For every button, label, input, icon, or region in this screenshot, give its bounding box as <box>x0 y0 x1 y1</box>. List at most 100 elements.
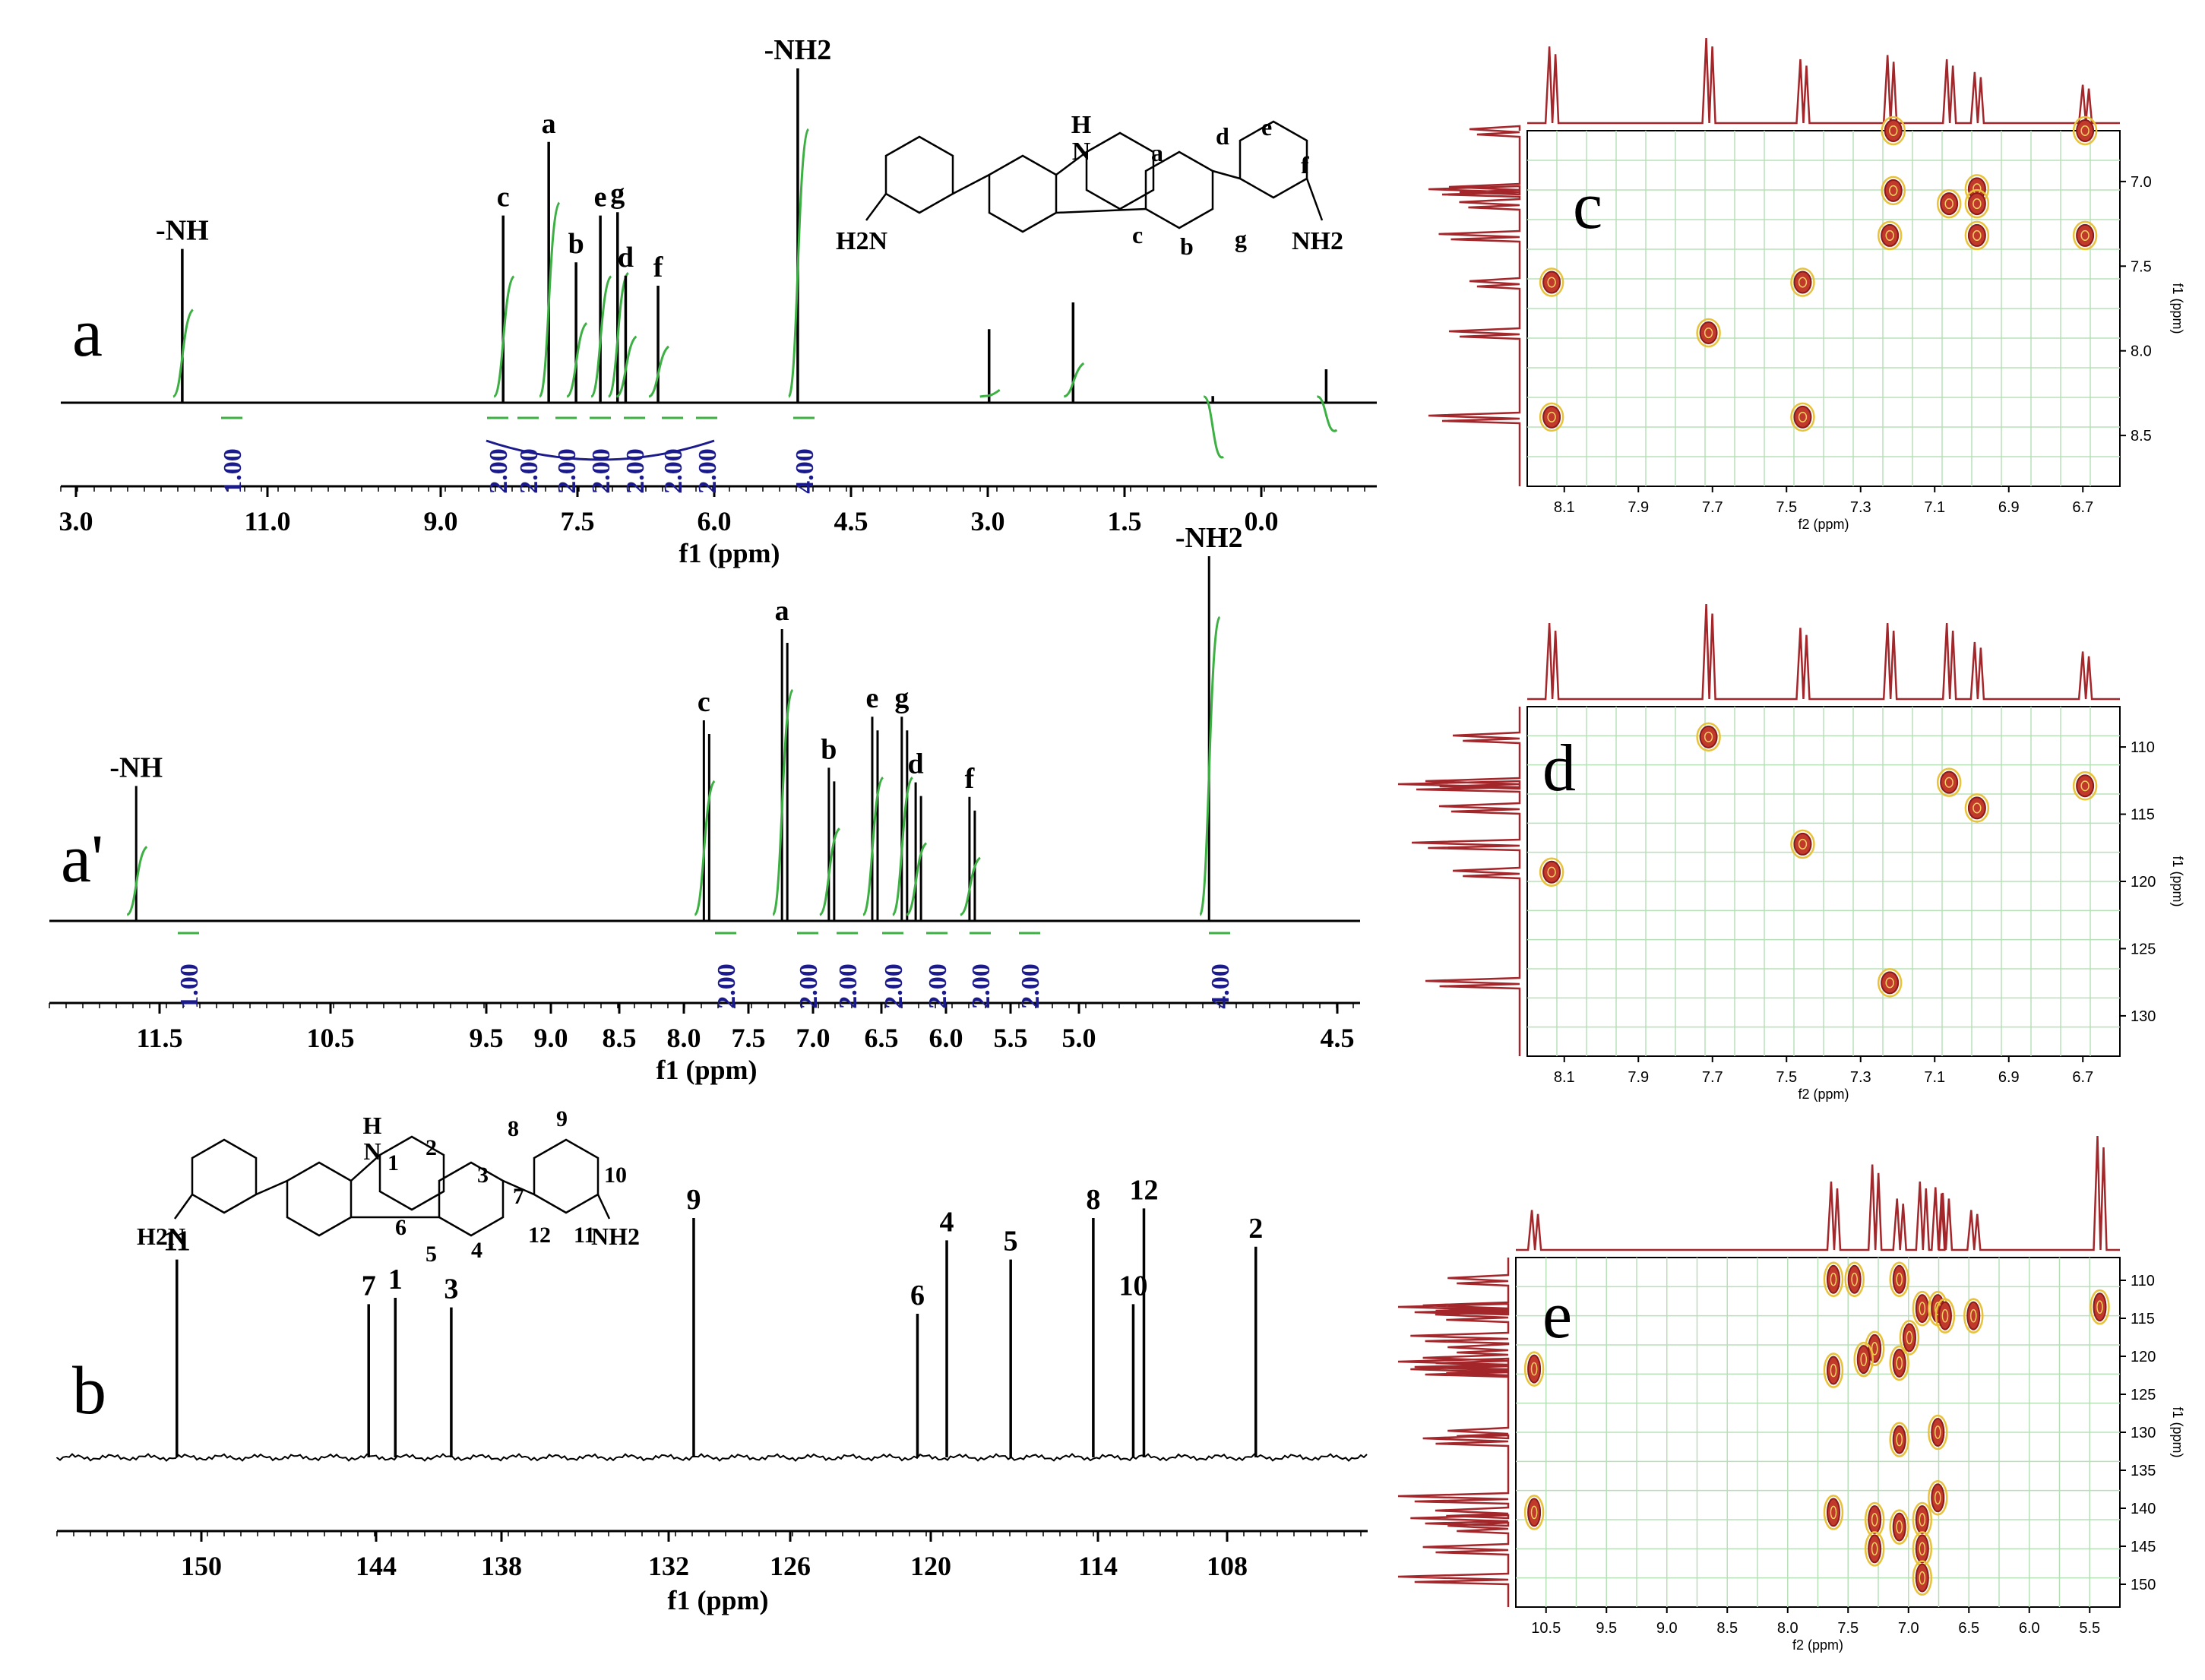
b-tick-label: 114 <box>1078 1551 1118 1581</box>
a-integral-curve <box>979 388 1001 398</box>
e-x-tick-label: 8.5 <box>1716 1620 1738 1637</box>
a-prime-peak-label: e <box>866 682 879 714</box>
c-x-tick-label: 8.1 <box>1554 499 1575 516</box>
mol-top-bond-1 <box>952 173 990 195</box>
c-top-projection <box>1527 37 2120 125</box>
panel-a-prime-label: a' <box>61 821 103 897</box>
mol-bot-amine-left: H2N <box>137 1223 185 1250</box>
mol-bot-ring-2 <box>286 1161 353 1237</box>
mol-top-amine-right: NH2 <box>1292 227 1343 255</box>
panel-a-prime-peaks: -NH c a be g d f -NH2 <box>109 522 1243 921</box>
e-crosspeak <box>1935 1298 1956 1334</box>
e-x-tick-label: 6.5 <box>1958 1620 1979 1637</box>
panel-a-prime-spectrum: a' 11.5 10.5 9.5 9.0 8.5 8.0 7.5 7.0 6.5 6.0 5.5 5.… <box>49 522 1360 1085</box>
a-prime-integral-value: 2.00 <box>1017 963 1045 1009</box>
c-x-tick-label: 7.1 <box>1924 499 1945 516</box>
a-integral-value: 2.00 <box>622 448 650 494</box>
mol-top-bond-4 <box>1212 169 1241 180</box>
c-crosspeak <box>1696 318 1721 348</box>
a-prime-integral-curve <box>862 776 884 916</box>
mol-top-label-c: c <box>1132 221 1143 248</box>
d-top-projection <box>1527 603 2120 701</box>
c-crosspeak <box>1877 220 1903 251</box>
c-crosspeak <box>1881 176 1906 206</box>
a-prime-integral-curve <box>891 776 914 916</box>
d-x-label: f2 (ppm) <box>1798 1087 1849 1102</box>
mol-bot-bond-6 <box>596 1194 611 1220</box>
mol-top-label-f: f <box>1301 151 1309 179</box>
a-prime-integral-value: 2.00 <box>967 963 995 1009</box>
b-tick-label: 150 <box>181 1551 222 1581</box>
c-crosspeak <box>2072 220 2098 251</box>
e-y-tick-label: 115 <box>2131 1311 2155 1327</box>
a-tick-label: 4.5 <box>834 506 868 536</box>
a-prime-tick-label: 6.5 <box>865 1023 899 1053</box>
e-crosspeak <box>1523 1351 1545 1387</box>
c-x-tick-label: 6.7 <box>2072 499 2093 516</box>
mol-top-label-b: b <box>1180 233 1194 260</box>
b-peak-label: 3 <box>444 1273 458 1305</box>
a-prime-integral-value: 2.00 <box>795 963 823 1009</box>
mol-top-ring-1 <box>884 135 954 214</box>
e-crosspeak <box>1889 1261 1909 1297</box>
a-prime-integral-value: 1.00 <box>176 963 204 1009</box>
a-integral-curve <box>787 128 810 398</box>
e-crosspeak <box>1823 1261 1844 1297</box>
c-crosspeak <box>1539 267 1564 297</box>
a-prime-peak-label: f <box>965 763 976 795</box>
e-crosspeak <box>1523 1495 1545 1530</box>
a-integral-curve <box>590 275 612 398</box>
mol-top-bond-2 <box>1055 151 1087 176</box>
a-integral-value: 1.00 <box>219 448 247 494</box>
c-panel-label: c <box>1573 169 1602 243</box>
mol-top-ring-3 <box>1085 131 1155 210</box>
e-x-tick-label: 8.0 <box>1777 1620 1798 1637</box>
panel-a-x-ticks: 3.0 11.0 9.0 7.5 6.0 4.5 3.0 1.5 0.0 <box>59 486 1365 536</box>
c-x-tick-label: 7.7 <box>1702 499 1723 516</box>
b-peak-label: 8 <box>1086 1184 1100 1216</box>
e-crosspeak <box>1864 1531 1885 1567</box>
d-x-tick-label: 7.5 <box>1776 1069 1797 1086</box>
c-y-tick-label: 8.5 <box>2131 428 2152 445</box>
a-prime-integral-curve <box>693 780 716 916</box>
a-integral-value: 2.00 <box>485 448 513 494</box>
e-crosspeak <box>1864 1501 1885 1538</box>
c-crosspeak <box>1539 402 1564 432</box>
a-prime-integral-value: 2.00 <box>713 963 741 1009</box>
mol-bot-h: H <box>363 1112 382 1139</box>
a-tick-label: 1.5 <box>1108 506 1142 536</box>
panel-a-prime-x-ticks: 11.5 10.5 9.5 9.0 8.5 8.0 7.5 7.0 6.5 6.0 5.5 5.0 4.… <box>49 1003 1355 1053</box>
mol-top-ring-5 <box>1239 120 1308 199</box>
panel-a-label: a <box>72 296 103 371</box>
panel-c-2d: 8.1 7.9 7.7 7.5 7.3 7.1 6.9 6.7 f2 (ppm) 7.0 7.5 8.… <box>1428 37 2185 532</box>
e-x-tick-label: 7.5 <box>1837 1620 1859 1637</box>
b-peak-label: 7 <box>362 1270 376 1302</box>
a-integral-curve <box>493 275 515 398</box>
mol-bot-num-6: 6 <box>395 1215 407 1240</box>
mol-bot-num-4: 4 <box>471 1238 482 1263</box>
e-y-tick-label: 120 <box>2131 1349 2156 1365</box>
molecule-labels-top: H N a b c d e f g H2N NH2 <box>836 111 1343 260</box>
panel-b-x-label: f1 (ppm) <box>668 1585 769 1615</box>
mol-bot-amine-right: NH2 <box>591 1223 640 1250</box>
mol-bot-num-5: 5 <box>425 1242 437 1267</box>
mol-bot-ring-5 <box>533 1138 599 1214</box>
c-x-tick-label: 7.5 <box>1776 499 1797 516</box>
mol-top-label-g: g <box>1235 225 1247 252</box>
d-left-projection <box>1397 707 1521 1056</box>
c-y-tick-label: 7.5 <box>2131 258 2152 275</box>
a-prime-tick-label: 9.5 <box>470 1023 504 1053</box>
d-crosspeak <box>1936 767 1962 797</box>
c-crosspeak <box>1964 188 1990 219</box>
a-integral-curve <box>1063 362 1085 398</box>
b-peak-label: 4 <box>940 1206 954 1238</box>
b-tick-label: 132 <box>648 1551 689 1581</box>
e-crosspeak <box>1889 1422 1909 1457</box>
mol-bot-bond-2 <box>350 1154 381 1182</box>
panel-d-2d: 8.1 7.9 7.7 7.5 7.3 7.1 6.9 6.7 f2 (ppm) 110 115 12… <box>1397 603 2185 1102</box>
a-integral-value: 2.00 <box>694 448 722 494</box>
a-peak-label: c <box>497 182 510 214</box>
a-integral-curve <box>538 201 561 398</box>
d-x-tick-label: 7.1 <box>1924 1069 1945 1086</box>
